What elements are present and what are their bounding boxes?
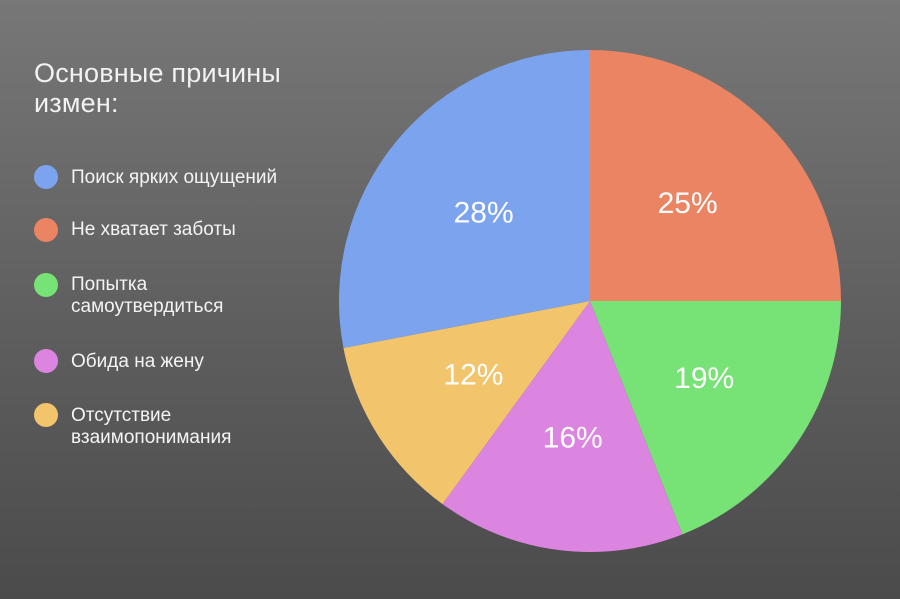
- chart-title: Основные причины измен:: [34, 58, 281, 118]
- slice-label-4: 28%: [454, 197, 514, 230]
- pie-slice-1: [590, 301, 841, 535]
- slice-label-2: 16%: [543, 421, 603, 454]
- pie-slice-3: [343, 301, 590, 505]
- pie-slice-0: [590, 50, 841, 301]
- slice-label-1: 19%: [674, 362, 734, 395]
- pie-slice-2: [442, 301, 683, 552]
- legend-dot-pink: [34, 349, 58, 373]
- legend-label: Не хватает заботы: [71, 219, 236, 240]
- legend-label: Попытка самоутвердиться: [71, 274, 224, 317]
- slice-label-3: 12%: [443, 358, 503, 391]
- legend-label: Обида на жену: [71, 351, 204, 372]
- slice-label-0: 25%: [658, 187, 718, 220]
- legend-dot-green: [34, 273, 58, 297]
- legend-label: Поиск ярких ощущений: [71, 167, 278, 188]
- pie-slice-4: [338, 50, 590, 349]
- legend-dot-yellow: [34, 403, 58, 427]
- legend-dot-blue: [34, 165, 58, 189]
- legend-dot-orange: [34, 218, 58, 242]
- legend-label: Отсутствие взаимопонимания: [71, 405, 232, 448]
